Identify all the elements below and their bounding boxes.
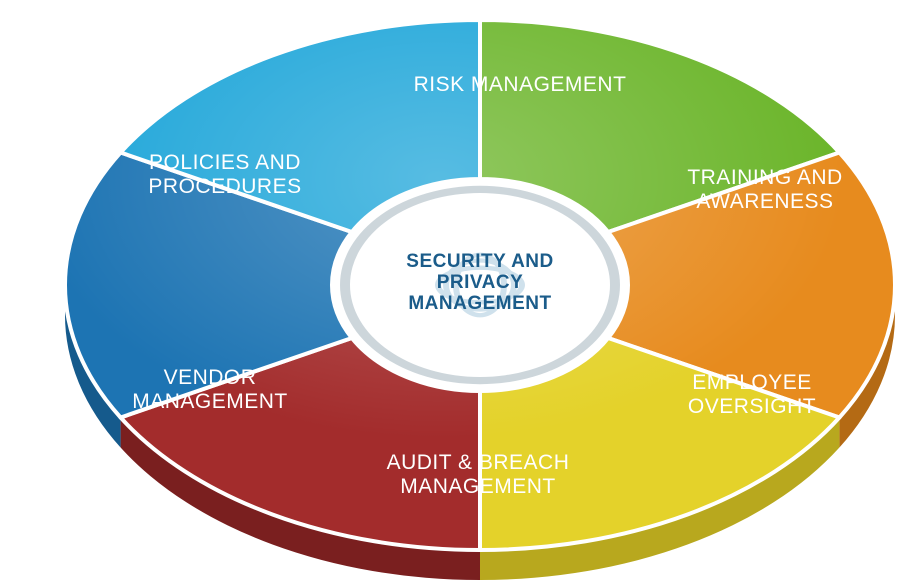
label-policies-procedures: POLICIES ANDPROCEDURES bbox=[148, 151, 301, 198]
center-hub: SECURITY ANDPRIVACYMANAGEMENT bbox=[340, 186, 620, 384]
label-audit-breach: AUDIT & BREACHMANAGEMENT bbox=[387, 451, 570, 498]
security-privacy-pie: SECURITY ANDPRIVACYMANAGEMENT RISK MANAGE… bbox=[0, 0, 900, 580]
label-risk-management: RISK MANAGEMENT bbox=[414, 73, 627, 96]
diagram-stage: SECURITY ANDPRIVACYMANAGEMENT RISK MANAGE… bbox=[0, 0, 900, 580]
label-employee-oversight: EMPLOYEEOVERSIGHT bbox=[688, 371, 816, 418]
label-training-awareness: TRAINING ANDAWARENESS bbox=[687, 166, 842, 213]
